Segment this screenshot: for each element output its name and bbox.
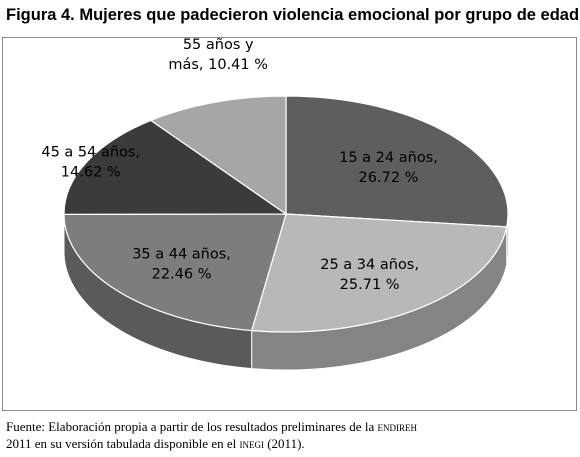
source-line2-text-b: (2011).	[264, 436, 305, 451]
slice-label-2-line2: 25.71 %	[340, 277, 400, 293]
slice-label-2-line1: 25 a 34 años,	[320, 257, 419, 273]
slice-label-5-line2: más, 10.41 %	[168, 57, 268, 73]
slice-label-5: 55 años y más, 10.41 %	[168, 37, 268, 73]
slice-label-4-line1: 45 a 54 años,	[41, 144, 140, 160]
source-line2-text-a: 2011 en su versión tabulada disponible e…	[6, 436, 239, 451]
slice-label-4-line2: 14.62 %	[61, 164, 121, 180]
source-line1-text: Fuente: Elaboración propia a partir de l…	[6, 419, 377, 434]
slice-label-1-line1: 15 a 24 años,	[339, 150, 438, 166]
slice-label-3-line1: 35 a 44 años,	[132, 247, 231, 263]
source-note: Fuente: Elaboración propia a partir de l…	[6, 418, 576, 452]
slice-label-3-line2: 22.46 %	[152, 267, 212, 283]
slice-label-5-line1: 55 años y	[183, 37, 254, 53]
source-endireh: endireh	[377, 419, 417, 434]
slice-label-1-line2: 26.72 %	[359, 170, 419, 186]
pie-top	[64, 96, 508, 332]
source-inegi: inegi	[239, 436, 264, 451]
